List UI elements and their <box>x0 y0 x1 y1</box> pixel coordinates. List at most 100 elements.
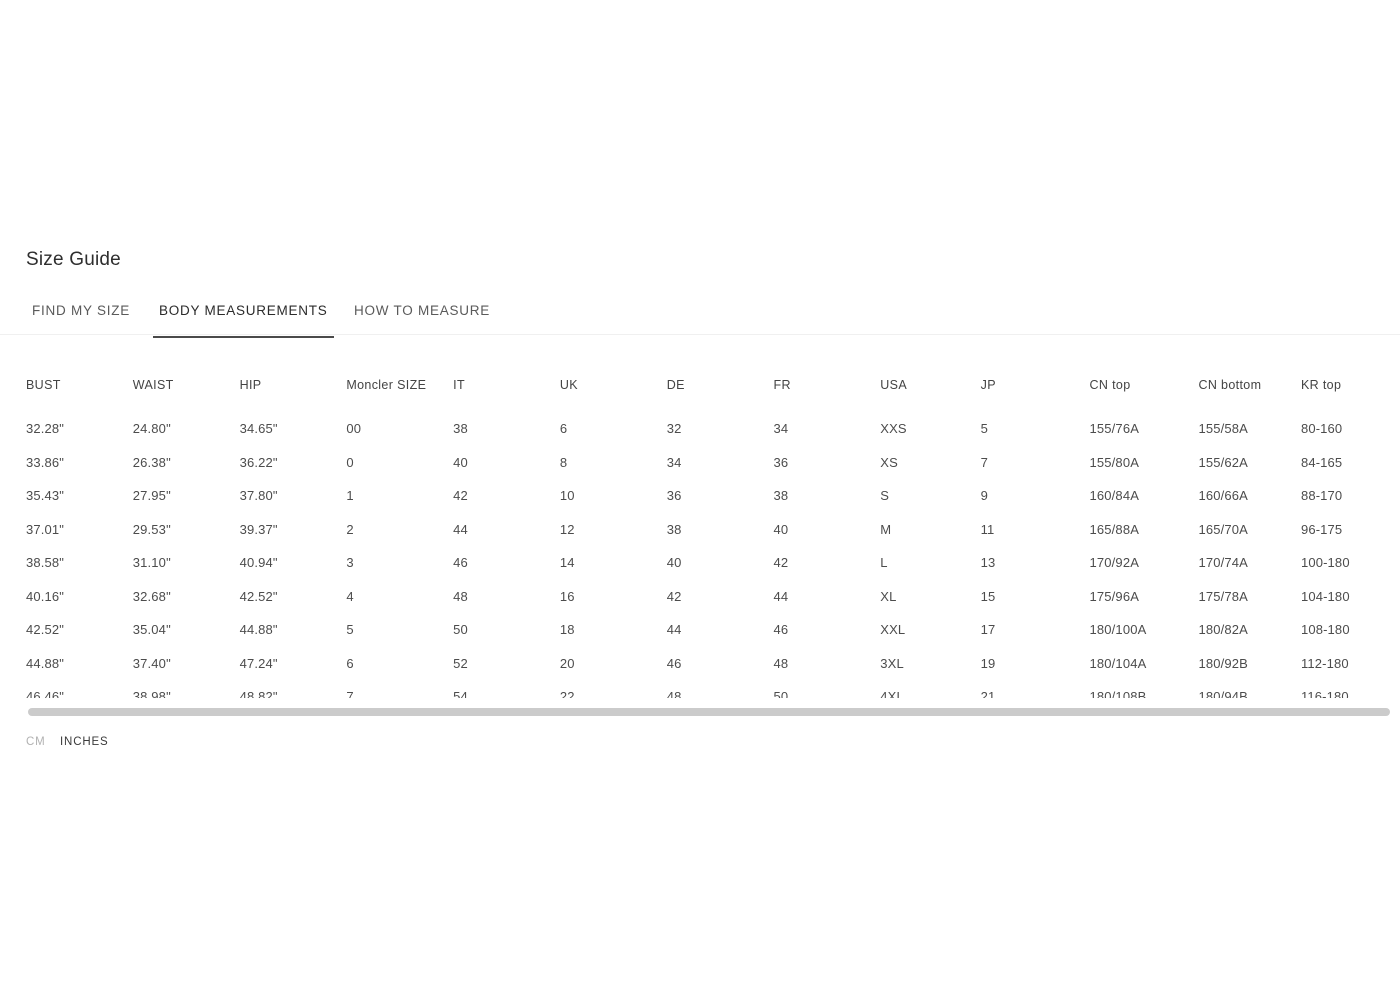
table-cell: 50 <box>453 622 468 638</box>
column-header-hip: HIP <box>239 378 262 392</box>
table-cell: 44.88" <box>239 622 278 638</box>
table-cell: 32.68" <box>132 588 171 604</box>
tab-find-my-size[interactable]: FIND MY SIZE <box>26 302 136 338</box>
table-cell: 42 <box>666 588 682 604</box>
table-cell: 180/104A <box>1089 655 1147 671</box>
table-cell: 170/92A <box>1089 555 1140 571</box>
table-cell: 40.16" <box>26 588 65 604</box>
table-cell: 44 <box>453 521 468 537</box>
table-cell: XL <box>880 588 897 604</box>
table-cell: 38 <box>453 421 468 437</box>
table-cell: 38 <box>666 521 682 537</box>
table-cell: 11 <box>980 521 995 537</box>
table-cell: S <box>880 488 890 504</box>
table-cell: 100-180 <box>1300 555 1350 571</box>
table-cell: 39.37" <box>239 521 278 537</box>
table-cell: M <box>880 521 892 537</box>
table-cell: 21 <box>980 689 996 698</box>
table-cell: 180/100A <box>1089 622 1147 638</box>
table-row: 42.52" 35.04" 44.88" 5 50 18 44 46 XXL 17 180/100A… <box>26 613 1400 647</box>
table-cell: 32 <box>666 421 682 437</box>
table-cell: 15 <box>980 588 996 604</box>
table-cell: 34 <box>773 421 789 437</box>
table-cell: 40 <box>666 555 682 571</box>
table-cell: 47.24" <box>239 655 278 671</box>
table-cell: 48 <box>666 689 682 698</box>
table-cell: 36 <box>666 488 682 504</box>
horizontal-scrollbar-thumb[interactable] <box>28 708 1390 716</box>
table-cell: 44.88" <box>26 655 65 671</box>
table-cell: 12 <box>559 521 575 537</box>
table-cell: 160/84A <box>1089 488 1140 504</box>
table-cell: 46 <box>453 555 468 571</box>
size-table-body: 32.28" 24.80" 34.65" 00 38 6 32 34 XXS 5 155/76A 15… <box>26 412 1400 698</box>
table-cell: 175/78A <box>1198 588 1248 604</box>
column-header-bust: BUST <box>26 378 61 392</box>
size-table: BUST WAIST HIP Moncler SIZE IT UK DE FR … <box>26 368 1400 698</box>
table-row: 33.86" 26.38" 36.22" 0 40 8 34 36 XS 7 155/80A 155/… <box>26 446 1400 480</box>
table-cell: XXS <box>880 421 907 437</box>
table-cell: 3 <box>346 555 354 571</box>
table-cell: 24.80" <box>132 421 171 437</box>
table-cell: 52 <box>453 655 468 671</box>
unit-option-cm[interactable]: CM <box>26 736 46 748</box>
table-cell: 37.40" <box>132 655 171 671</box>
table-header-row: BUST WAIST HIP Moncler SIZE IT UK DE FR … <box>26 368 1400 412</box>
column-header-de: DE <box>666 378 685 392</box>
column-header-fr: FR <box>773 378 791 392</box>
table-cell: L <box>880 555 888 571</box>
column-header-uk: UK <box>559 378 578 392</box>
table-cell: 6 <box>346 655 354 671</box>
table-cell: 180/92B <box>1198 655 1248 671</box>
table-cell: 26.38" <box>132 454 171 470</box>
table-row: 38.58" 31.10" 40.94" 3 46 14 40 42 L 13 170/92A 170… <box>26 546 1400 580</box>
table-cell: 20 <box>559 655 575 671</box>
table-cell: 9 <box>980 488 989 504</box>
table-cell: 4 <box>346 588 354 604</box>
size-table-scroll-container[interactable]: BUST WAIST HIP Moncler SIZE IT UK DE FR … <box>0 368 1400 698</box>
column-header-cn-top: CN top <box>1089 378 1131 392</box>
table-cell: 42.52" <box>239 588 278 604</box>
table-cell: 34.65" <box>239 421 278 437</box>
table-cell: 165/70A <box>1198 521 1248 537</box>
table-cell: 44 <box>666 622 682 638</box>
table-row: 32.28" 24.80" 34.65" 00 38 6 32 34 XXS 5 155/76A 15… <box>26 412 1400 446</box>
table-cell: 16 <box>559 588 575 604</box>
table-cell: 10 <box>559 488 575 504</box>
table-cell: 33.86" <box>26 454 65 470</box>
table-cell: 27.95" <box>132 488 171 504</box>
table-cell: 180/94B <box>1198 689 1248 698</box>
unit-option-inches[interactable]: INCHES <box>60 736 109 748</box>
table-cell: 40 <box>773 521 789 537</box>
table-cell: 37.01" <box>26 521 65 537</box>
table-cell: 5 <box>346 622 354 638</box>
table-cell: 36 <box>773 454 789 470</box>
column-header-jp: JP <box>980 378 996 392</box>
table-cell: 36.22" <box>239 454 278 470</box>
table-cell: 14 <box>559 555 575 571</box>
table-cell: 42.52" <box>26 622 65 638</box>
tab-body-measurements[interactable]: BODY MEASUREMENTS <box>153 302 334 338</box>
table-cell: 35.04" <box>132 622 171 638</box>
tab-how-to-measure[interactable]: HOW TO MEASURE <box>348 302 496 338</box>
table-row: 40.16" 32.68" 42.52" 4 48 16 42 44 XL 15 175/96A 17… <box>26 580 1400 614</box>
table-cell: 104-180 <box>1300 588 1350 604</box>
horizontal-scrollbar-track[interactable] <box>0 704 1400 718</box>
table-cell: 50 <box>773 689 789 698</box>
table-cell: 155/80A <box>1089 454 1140 470</box>
table-cell: 46.46" <box>26 689 65 698</box>
table-cell: 170/74A <box>1198 555 1248 571</box>
table-cell: 17 <box>980 622 996 638</box>
table-cell: 3XL <box>880 655 904 671</box>
table-cell: 160/66A <box>1198 488 1248 504</box>
table-cell: 180/108B <box>1089 689 1147 698</box>
table-cell: 19 <box>980 655 996 671</box>
table-cell: 96-175 <box>1300 521 1343 537</box>
column-header-kr-top: KR top <box>1300 378 1342 392</box>
column-header-waist: WAIST <box>132 378 174 392</box>
table-row: 37.01" 29.53" 39.37" 2 44 12 38 40 M 11 165/88A 165… <box>26 513 1400 547</box>
table-cell: 8 <box>559 454 568 470</box>
table-cell: 0 <box>346 454 354 470</box>
table-cell: XS <box>880 454 898 470</box>
table-cell: 38.58" <box>26 555 65 571</box>
